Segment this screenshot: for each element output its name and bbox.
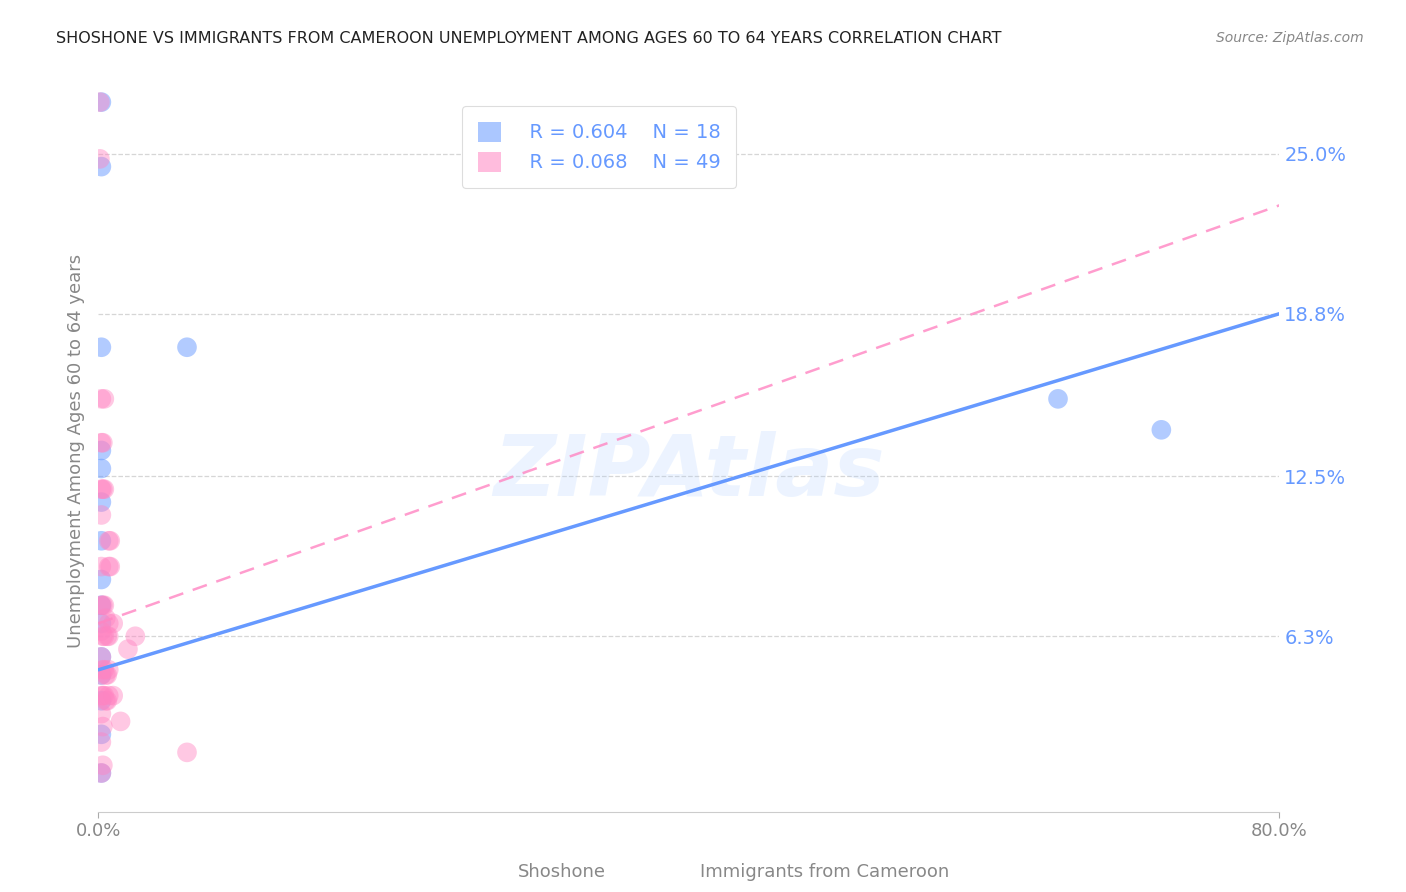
Point: [96, 668, 118, 682]
Point: [103, 689, 125, 703]
Point: [94, 668, 117, 682]
Point: [91, 663, 114, 677]
Point: [90, 392, 112, 406]
Point: [91, 758, 114, 772]
Point: [1046, 392, 1070, 406]
Text: ZIPAtlas: ZIPAtlas: [494, 431, 884, 514]
Point: [97, 629, 120, 643]
Point: [90, 599, 112, 613]
Point: [93, 663, 115, 677]
Point: [90, 95, 112, 109]
Point: [91, 435, 114, 450]
Point: [90, 706, 112, 721]
Point: [90, 435, 112, 450]
Point: [90, 559, 112, 574]
Point: [98, 559, 121, 574]
Point: [90, 616, 112, 631]
Point: [90, 573, 112, 587]
Point: [94, 694, 117, 708]
Point: [91, 689, 114, 703]
Text: SHOSHONE VS IMMIGRANTS FROM CAMEROON UNEMPLOYMENT AMONG AGES 60 TO 64 YEARS CORR: SHOSHONE VS IMMIGRANTS FROM CAMEROON UNE…: [56, 31, 1001, 46]
Point: [90, 461, 112, 475]
Point: [89, 95, 111, 109]
Point: [97, 663, 120, 677]
Point: [90, 727, 112, 741]
Point: [93, 482, 115, 496]
Point: [91, 599, 114, 613]
Point: [117, 642, 139, 657]
Point: [90, 443, 112, 458]
Point: [176, 340, 198, 354]
Point: [93, 392, 115, 406]
Point: [91, 720, 114, 734]
Point: [90, 649, 112, 664]
Point: [90, 340, 112, 354]
Point: [90, 508, 112, 522]
Point: [90, 495, 112, 509]
Point: [89, 152, 111, 166]
Point: [90, 735, 112, 749]
Point: [93, 689, 115, 703]
Point: [90, 766, 112, 780]
Point: [1150, 423, 1173, 437]
Point: [90, 160, 112, 174]
Point: [110, 714, 132, 729]
Text: Source: ZipAtlas.com: Source: ZipAtlas.com: [1216, 31, 1364, 45]
Point: [90, 533, 112, 548]
Point: [90, 668, 112, 682]
Point: [90, 599, 112, 613]
Point: [124, 629, 146, 643]
Text: Immigrants from Cameroon: Immigrants from Cameroon: [700, 863, 949, 881]
Point: [97, 533, 120, 548]
Text: Shoshone: Shoshone: [517, 863, 606, 881]
Point: [93, 599, 115, 613]
Point: [90, 482, 112, 496]
Point: [90, 668, 112, 682]
Point: [91, 482, 114, 496]
Y-axis label: Unemployment Among Ages 60 to 64 years: Unemployment Among Ages 60 to 64 years: [66, 253, 84, 648]
Point: [90, 689, 112, 703]
Point: [94, 611, 117, 625]
Point: [91, 629, 114, 643]
Point: [90, 624, 112, 639]
Point: [98, 533, 121, 548]
Point: [93, 629, 115, 643]
Point: [97, 559, 120, 574]
Point: [90, 694, 112, 708]
Point: [90, 766, 112, 780]
Point: [97, 616, 120, 631]
Point: [96, 694, 118, 708]
Point: [90, 649, 112, 664]
Point: [176, 745, 198, 759]
Point: [96, 629, 118, 643]
Legend:   R = 0.604    N = 18,   R = 0.068    N = 49: R = 0.604 N = 18, R = 0.068 N = 49: [463, 106, 737, 188]
Point: [97, 689, 120, 703]
Point: [103, 616, 125, 631]
